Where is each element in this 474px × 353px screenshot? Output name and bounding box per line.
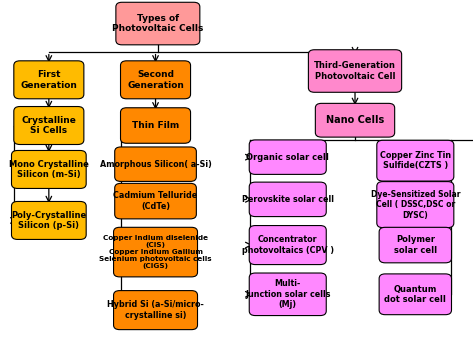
Text: Concentrator
photovoltaics (CPV ): Concentrator photovoltaics (CPV )	[242, 235, 334, 255]
Text: Hybrid Si (a-Si/micro-
crystalline si): Hybrid Si (a-Si/micro- crystalline si)	[107, 300, 204, 320]
Text: Crystalline
Si Cells: Crystalline Si Cells	[21, 116, 76, 135]
Text: Cadmium Telluride
(CdTe): Cadmium Telluride (CdTe)	[113, 191, 198, 211]
FancyBboxPatch shape	[309, 50, 401, 92]
Text: First
Generation: First Generation	[20, 70, 77, 90]
FancyBboxPatch shape	[120, 108, 191, 143]
FancyBboxPatch shape	[116, 2, 200, 45]
Text: Amorphous Silicon( a-Si): Amorphous Silicon( a-Si)	[100, 160, 211, 169]
Text: Copper Zinc Tin
Sulfide(CZTS ): Copper Zinc Tin Sulfide(CZTS )	[380, 151, 451, 170]
Text: Dye-Sensitized Solar
Cell ( DSSC,DSC or
DYSC): Dye-Sensitized Solar Cell ( DSSC,DSC or …	[371, 190, 460, 220]
FancyBboxPatch shape	[11, 150, 86, 189]
Text: Mono Crystalline
Silicon (m-Si): Mono Crystalline Silicon (m-Si)	[9, 160, 89, 179]
Text: Multi-
Junction solar cells
(Mj): Multi- Junction solar cells (Mj)	[245, 279, 330, 309]
Text: Polymer
solar cell: Polymer solar cell	[394, 235, 437, 255]
FancyBboxPatch shape	[377, 140, 454, 181]
FancyBboxPatch shape	[379, 227, 452, 263]
FancyBboxPatch shape	[249, 140, 326, 174]
FancyBboxPatch shape	[14, 107, 84, 144]
Text: Quantum
dot solar cell: Quantum dot solar cell	[384, 285, 446, 304]
FancyBboxPatch shape	[14, 61, 84, 99]
FancyBboxPatch shape	[315, 103, 395, 137]
FancyBboxPatch shape	[379, 274, 452, 315]
FancyBboxPatch shape	[114, 227, 198, 277]
FancyBboxPatch shape	[115, 183, 196, 219]
Text: Thin Film: Thin Film	[132, 121, 179, 130]
FancyBboxPatch shape	[115, 147, 196, 181]
Text: Copper Indium diselenide
(CIS)
Copper Indium Gallium
Selenium photovoltaic cells: Copper Indium diselenide (CIS) Copper In…	[99, 235, 212, 269]
FancyBboxPatch shape	[249, 273, 326, 316]
FancyBboxPatch shape	[114, 291, 198, 330]
Text: Organic solar cell: Organic solar cell	[246, 152, 329, 162]
Text: Nano Cells: Nano Cells	[326, 115, 384, 125]
Text: Perovskite solar cell: Perovskite solar cell	[242, 195, 334, 204]
Text: Second
Generation: Second Generation	[127, 70, 184, 90]
FancyBboxPatch shape	[377, 181, 454, 228]
FancyBboxPatch shape	[120, 61, 191, 99]
FancyBboxPatch shape	[249, 182, 326, 217]
FancyBboxPatch shape	[11, 202, 86, 239]
Text: Poly-Crystalline
Silicon (p-Si): Poly-Crystalline Silicon (p-Si)	[11, 211, 86, 230]
Text: Types of
Photovoltaic Cells: Types of Photovoltaic Cells	[112, 14, 203, 33]
Text: Third-Generation
Photovoltaic Cell: Third-Generation Photovoltaic Cell	[314, 61, 396, 81]
FancyBboxPatch shape	[249, 226, 326, 265]
